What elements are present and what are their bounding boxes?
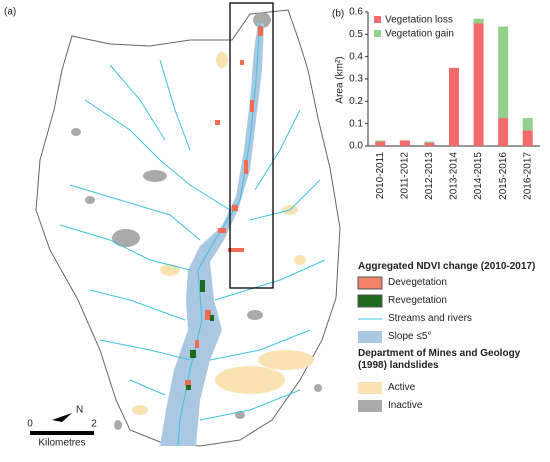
bar-segment <box>473 18 484 24</box>
legend-swatch <box>374 30 381 37</box>
chart: (b) Area (km²) 0.0 0.1 0.2 0.3 0.4 0.5 0.6 2010… <box>332 7 540 200</box>
legend-label: Devegetation <box>388 277 447 288</box>
bar-segment <box>424 141 435 143</box>
north-arrow <box>52 413 72 422</box>
legend-label: Vegetation loss <box>385 15 453 26</box>
bar-segment <box>375 141 386 146</box>
active-landslides <box>132 52 314 415</box>
study-box <box>229 2 274 289</box>
legend-swatch <box>357 294 383 308</box>
legend-label: Revegetation <box>388 295 447 306</box>
scale-unit: Kilometres <box>38 438 85 449</box>
x-tick-label: 2011-2012 <box>399 152 410 200</box>
legend-label: Streams and rivers <box>388 313 472 324</box>
bar-segment <box>399 140 410 146</box>
legend-label: Inactive <box>388 400 423 411</box>
x-tick-label: 2015-2016 <box>498 152 509 200</box>
x-tick-label: 2012-2013 <box>424 152 435 200</box>
revegetation <box>186 280 214 390</box>
bar-segment <box>449 67 459 146</box>
legend-swatch <box>358 331 382 343</box>
legend-label: Slope ≤5° <box>388 331 432 342</box>
bar-segment <box>498 118 509 146</box>
y-tick-label: 0.5 <box>349 29 363 40</box>
legend-swatch <box>358 400 382 412</box>
scale-label: 2 <box>91 419 97 430</box>
y-axis-label: Area (km²) <box>335 56 346 103</box>
bar-segment <box>522 130 533 146</box>
x-tick-label: 2010-2011 <box>375 152 386 200</box>
legend-label: Vegetation gain <box>385 29 454 40</box>
bar-segment <box>424 142 435 146</box>
inactive-landslides <box>71 12 322 430</box>
devegetation <box>185 26 263 386</box>
y-tick-label: 0.4 <box>349 51 363 62</box>
bar-segment <box>522 118 533 131</box>
x-tick-label: 2013-2014 <box>449 152 460 200</box>
bar-segment <box>375 140 386 142</box>
legend-swatch <box>374 16 381 23</box>
x-tick-label: 2016-2017 <box>522 152 533 200</box>
scale-label: 0 <box>27 419 33 430</box>
valley-slope <box>160 22 264 446</box>
panel-label: (b) <box>332 9 344 20</box>
legend-title: Aggregated NDVI change (2010-2017) <box>358 261 536 272</box>
y-tick-label: 0.2 <box>349 96 363 107</box>
legend-label: Active <box>388 382 416 393</box>
y-tick-label: 0.3 <box>349 74 363 85</box>
y-tick-label: 0.1 <box>349 118 363 129</box>
y-tick-label: 0.0 <box>349 141 363 152</box>
legend-title: Department of Mines and Geology (1998) l… <box>358 348 521 371</box>
x-tick-label: 2014-2015 <box>473 152 484 200</box>
bar-segment <box>498 26 509 119</box>
catchment <box>35 9 341 447</box>
north-label: N <box>76 405 83 416</box>
panel-label: (a) <box>4 7 16 18</box>
legend-swatch <box>357 276 383 290</box>
bar-segment <box>473 23 484 147</box>
scale-bar <box>30 431 94 435</box>
y-tick-label: 0.6 <box>349 7 363 18</box>
legend-swatch <box>358 382 382 394</box>
